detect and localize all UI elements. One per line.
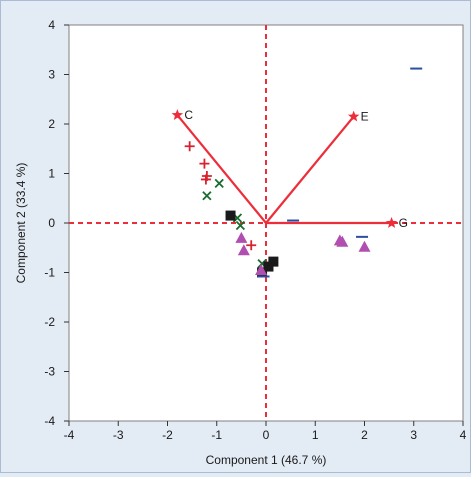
y-tick-label: 1	[48, 167, 55, 181]
y-tick-label: -3	[44, 365, 55, 379]
square-marker	[225, 210, 236, 221]
loading-vector-star	[171, 109, 184, 120]
triangle-marker	[336, 235, 349, 247]
y-axis-ticks: -4 -3 -2 -1 0 1 2 3 4	[44, 18, 69, 428]
loading-vector-label: C	[184, 108, 193, 122]
y-tick-label: -1	[44, 266, 55, 280]
plus-marker	[200, 174, 211, 185]
x-axis-ticks: -4 -3 -2 -1 0 1 2 3 4	[64, 421, 467, 442]
y-tick-label: 2	[48, 117, 55, 131]
cross-marker	[235, 220, 246, 231]
triangle-marker	[255, 264, 268, 276]
loading-vector-star	[347, 110, 360, 122]
plus-marker	[184, 141, 195, 152]
triangle-marker	[235, 231, 248, 243]
data-points	[184, 67, 423, 278]
x-tick-label: -4	[64, 428, 75, 442]
x-tick-label: 0	[263, 428, 270, 442]
cross-marker	[202, 191, 212, 201]
y-tick-label: 4	[48, 18, 55, 32]
x-tick-label: -2	[162, 428, 173, 442]
plus-marker	[246, 240, 257, 251]
x-tick-label: 1	[312, 428, 319, 442]
y-tick-label: -4	[44, 414, 55, 428]
plus-marker	[199, 158, 210, 169]
loading-vector-star	[385, 217, 398, 228]
square-marker	[268, 256, 279, 267]
x-tick-label: 3	[410, 428, 417, 442]
loading-vector-label: E	[361, 110, 369, 124]
y-tick-label: -2	[44, 315, 55, 329]
y-axis-label: Component 2 (33.4 %)	[14, 163, 28, 284]
x-tick-label: 4	[460, 428, 467, 442]
loading-vector-line	[265, 115, 355, 224]
y-tick-label: 0	[48, 216, 55, 230]
cross-marker	[214, 178, 224, 189]
triangle-marker	[237, 244, 250, 256]
triangle-marker	[358, 240, 371, 252]
x-tick-label: -1	[211, 428, 222, 442]
loading-vectors: C E G	[171, 108, 408, 230]
x-tick-label: -3	[113, 428, 124, 442]
x-tick-label: 2	[361, 428, 368, 442]
y-tick-label: 3	[48, 68, 55, 82]
x-axis-label: Component 1 (46.7 %)	[206, 453, 327, 467]
loading-vector-line	[176, 114, 267, 224]
loading-vector-label: G	[399, 216, 408, 230]
